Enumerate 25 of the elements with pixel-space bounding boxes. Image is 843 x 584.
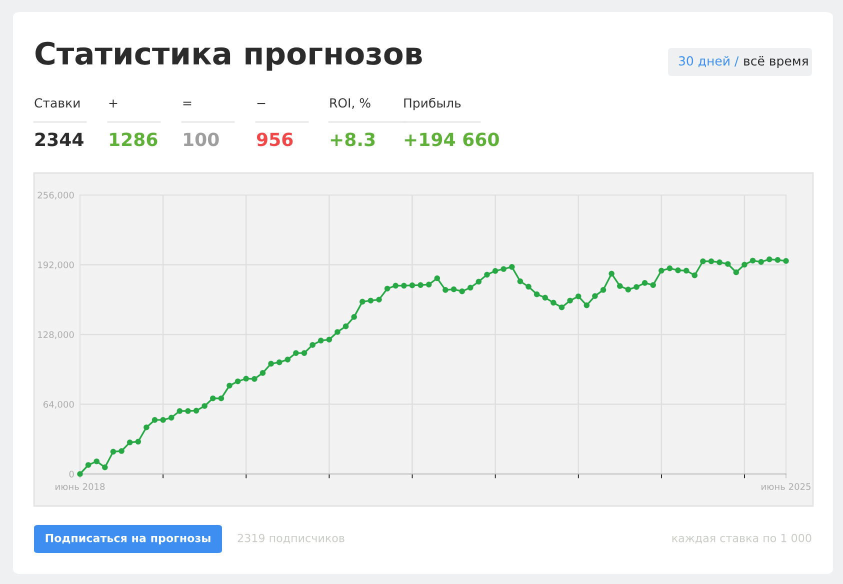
x-tick-label: июнь 2018 bbox=[56, 483, 105, 490]
y-tick-label: 64,000 bbox=[43, 400, 74, 409]
y-tick-label: 0 bbox=[69, 470, 74, 478]
y-tick-label: 256,000 bbox=[38, 192, 74, 200]
text: 100 bbox=[184, 132, 219, 146]
text: 30 дней / bbox=[678, 56, 739, 68]
category-label: ROI, % bbox=[330, 98, 370, 109]
y-tick-label: 128,000 bbox=[38, 331, 74, 339]
text: каждая ставка по 1 000 bbox=[672, 534, 812, 544]
text: +8.3 bbox=[330, 132, 375, 146]
category-label: − bbox=[257, 103, 266, 104]
y-tick-label: 192,000 bbox=[38, 261, 74, 270]
text: 1286 bbox=[110, 132, 158, 146]
text: всё время bbox=[744, 56, 808, 68]
text: Подписаться на прогнозы bbox=[46, 534, 210, 544]
category-label: Ставки bbox=[34, 98, 80, 108]
text: +194 660 bbox=[404, 132, 499, 146]
category-label: + bbox=[109, 100, 118, 108]
text: 2319 подписчиков bbox=[238, 534, 344, 544]
text: 2344 bbox=[35, 132, 84, 146]
text: Статистика прогнозов bbox=[36, 42, 422, 71]
category-label: Прибыль bbox=[404, 98, 461, 110]
text: 956 bbox=[256, 132, 293, 146]
x-tick-label: июнь 2025 bbox=[762, 483, 810, 490]
category-label: = bbox=[183, 102, 192, 106]
